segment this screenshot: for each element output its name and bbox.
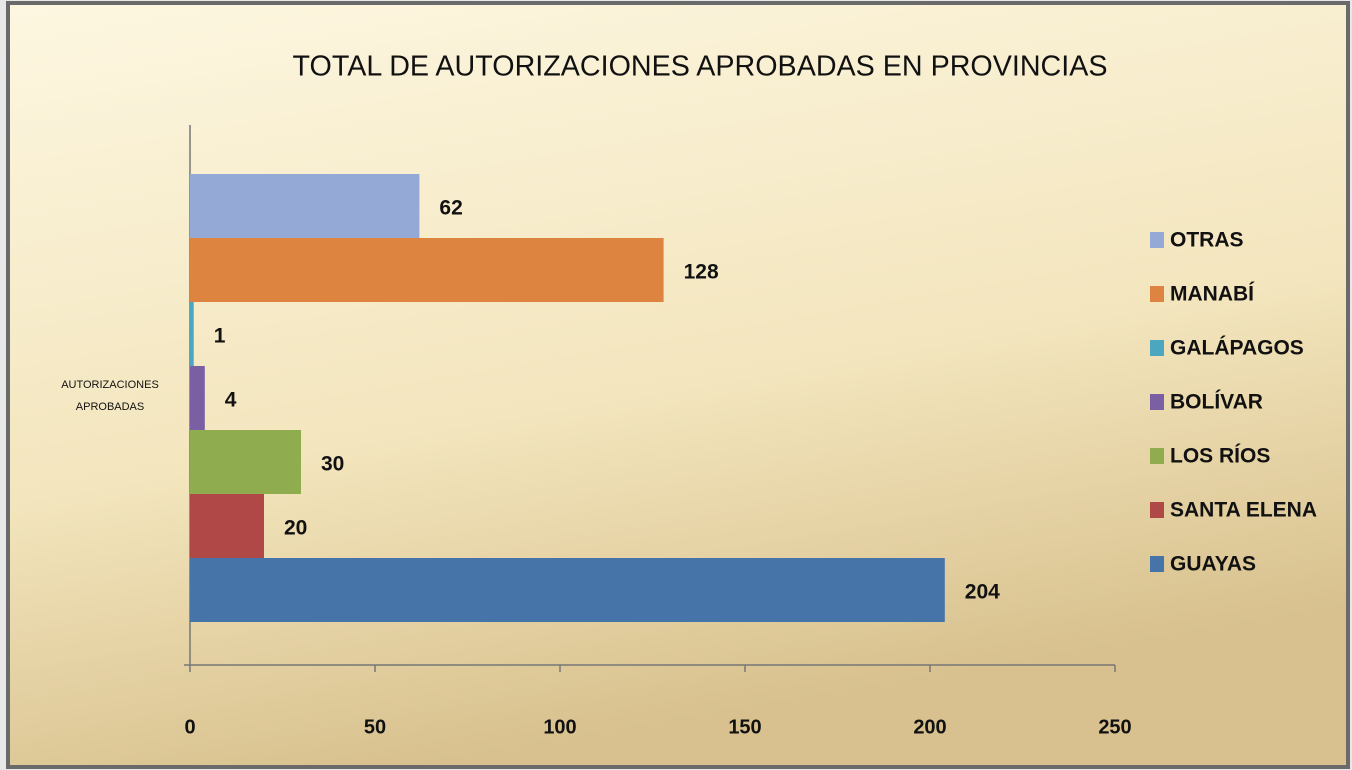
legend-swatch [1150,448,1164,464]
legend-swatch [1150,394,1164,410]
chart-title: TOTAL DE AUTORIZACIONES APROBADAS EN PRO… [293,51,1108,83]
x-tick-label: 200 [913,716,946,738]
category-label-box: AUTORIZACIONES APROBADAS [61,379,159,413]
value-label: 204 [965,581,1000,604]
legend-label: GUAYAS [1170,553,1256,576]
x-tick-label: 100 [543,716,576,738]
legend-swatch [1150,502,1164,518]
bar [190,366,205,430]
bar [190,238,664,302]
x-tick-label: 250 [1098,716,1131,738]
legend-label: GALÁPAGOS [1170,337,1304,360]
bar [190,558,945,622]
value-label: 30 [321,453,344,476]
x-tick-label: 0 [184,716,195,738]
legend-label: BOLÍVAR [1170,391,1263,414]
value-label: 128 [684,261,719,284]
chart-frame [6,1,1350,769]
legend-label: MANABÍ [1170,283,1255,306]
x-tick-label: 50 [364,716,386,738]
legend-label: LOS RÍOS [1170,445,1270,468]
bar [190,174,420,238]
legend-label: OTRAS [1170,229,1244,252]
value-label: 20 [284,517,307,540]
value-label: 62 [439,197,462,220]
x-tick-label: 150 [728,716,761,738]
category-label: AUTORIZACIONES APROBADAS [61,379,159,413]
bar [190,302,194,366]
bar [190,430,301,494]
legend-swatch [1150,286,1164,302]
bar [190,494,264,558]
legend-label: SANTA ELENA [1170,499,1317,522]
legend-swatch [1150,556,1164,572]
value-label: 1 [214,325,226,348]
legend-swatch [1150,232,1164,248]
value-label: 4 [225,389,237,412]
legend-swatch [1150,340,1164,356]
